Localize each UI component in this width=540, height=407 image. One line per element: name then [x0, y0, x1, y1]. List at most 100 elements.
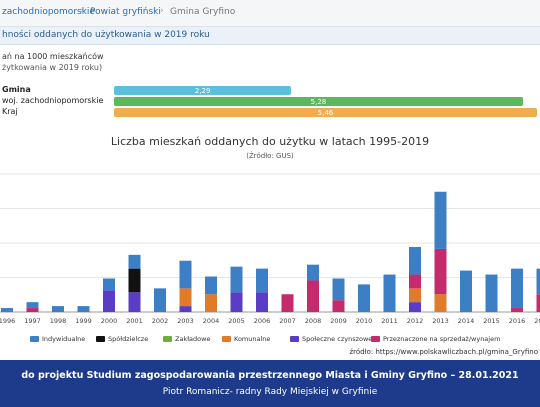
legend-label: Indywidualne: [42, 335, 86, 343]
bar-segment: [179, 288, 192, 307]
bar-segment: [230, 292, 243, 312]
bar-segment: [128, 254, 141, 269]
breadcrumb-separator-icon: ›: [160, 6, 164, 16]
legend-swatch-icon: [163, 336, 172, 342]
bar-segment: [332, 300, 345, 312]
bar-segment: [205, 276, 217, 295]
x-tick-label: 2006: [254, 317, 271, 325]
x-tick-label: 2012: [407, 317, 424, 325]
section-header: hności oddanych do użytkowania w 2019 ro…: [0, 27, 540, 45]
legend-item[interactable]: Zakładowe: [163, 335, 210, 343]
x-tick-label: 1997: [24, 317, 41, 325]
bar-segment: [179, 306, 192, 312]
bar-segment: [103, 278, 115, 291]
legend-item[interactable]: Indywidualne: [30, 335, 85, 343]
breadcrumb-separator-icon: ›: [80, 6, 84, 16]
comparison-bar: [114, 86, 292, 95]
comparison-value: 5,46: [317, 109, 334, 117]
bar-segment: [179, 260, 192, 289]
bar-segment: [536, 294, 540, 312]
x-tick-label: 2014: [458, 317, 475, 325]
bar-segment: [434, 191, 447, 249]
x-tick-label: 2015: [483, 317, 500, 325]
bar-segment: [332, 278, 345, 301]
bar-segment: [307, 280, 319, 312]
comparison-bar: [114, 97, 523, 106]
bar-segment: [256, 292, 268, 312]
legend-swatch-icon: [96, 336, 105, 342]
x-tick-label: 2002: [152, 317, 169, 325]
chart-title: Liczba mieszkań oddanych do użytku w lat…: [110, 135, 430, 148]
bar-segment: [281, 294, 294, 312]
bar-segment: [383, 274, 396, 312]
section-title: hności oddanych do użytkowania w 2019 ro…: [2, 30, 210, 40]
x-tick-label: 2001: [126, 317, 143, 325]
bar-segment: [409, 302, 421, 312]
x-tick-label: 2000: [101, 317, 118, 325]
legend-item[interactable]: Spółdzielcze: [96, 335, 148, 343]
source-note: źródło: https://www.polskawliczbach.pl/g…: [349, 348, 538, 356]
bar-segment: [154, 288, 166, 312]
footer-author: Piotr Romanicz- radny Rady Miejskiej w G…: [162, 387, 378, 397]
bar-segment: [460, 270, 472, 312]
bar-segment: [26, 302, 39, 309]
x-tick-label: 2005: [228, 317, 245, 325]
comparison-bar: [114, 108, 537, 117]
x-tick-label: 1998: [50, 317, 67, 325]
bar-segment: [434, 248, 447, 295]
bar-segment: [1, 308, 13, 312]
x-tick-label: 2013: [432, 317, 449, 325]
bar-segment: [511, 308, 523, 312]
footer-title: do projektu Studium zagospodarowania prz…: [21, 370, 519, 381]
x-tick-label: 2007: [279, 317, 296, 325]
legend-item[interactable]: Przeznaczone na sprzedaż/wynajem: [371, 335, 500, 343]
bar-segment: [128, 268, 141, 293]
bar-segment: [409, 274, 421, 289]
chart-subtitle: (Źródło: GUS): [246, 152, 294, 160]
legend-item[interactable]: Komunalne: [222, 335, 270, 343]
bar-segment: [77, 306, 90, 312]
x-tick-label: 1996: [0, 317, 15, 325]
bar-segment: [485, 274, 498, 312]
comparison-value: 2,29: [194, 87, 211, 95]
comparison-label: Kraj: [2, 107, 18, 116]
section-subtitle: ań na 1000 mieszkańców: [2, 52, 104, 61]
x-tick-label: 2003: [177, 317, 194, 325]
bar-segment: [536, 268, 540, 295]
legend-swatch-icon: [30, 336, 39, 342]
bar-segment: [256, 268, 268, 293]
bar-segment: [307, 264, 319, 281]
legend-item[interactable]: Społeczne czynszowe: [290, 335, 372, 343]
x-tick-label: 2009: [330, 317, 347, 325]
section-note: żytkowania w 2019 roku): [2, 63, 103, 72]
legend-label: Przeznaczone na sprzedaż/wynajem: [383, 335, 501, 343]
legend-label: Społeczne czynszowe: [302, 335, 373, 343]
bar-segment: [52, 306, 64, 312]
legend-swatch-icon: [222, 336, 231, 342]
presentation-footer: do projektu Studium zagospodarowania prz…: [0, 360, 540, 407]
breadcrumb-item-region[interactable]: zachodniopomorskie: [2, 7, 95, 17]
x-tick-label: 2016: [509, 317, 526, 325]
legend-swatch-icon: [371, 336, 380, 342]
breadcrumb-item-county[interactable]: Powiat gryfiński: [90, 7, 161, 17]
bar-chart: 1996 1997 1998 1999 2000 2001 2002 2003 2004 2005…: [0, 173, 540, 325]
bar-segment: [205, 294, 217, 312]
comparison-value: 5,28: [310, 98, 327, 106]
bar-segment: [511, 268, 523, 309]
x-tick-label: 2011: [381, 317, 398, 325]
bar-segment: [128, 292, 141, 312]
bar-segment: [409, 246, 421, 275]
x-tick-label: 2010: [356, 317, 373, 325]
comparison-label: woj. zachodniopomorskie: [2, 96, 104, 105]
bar-segment: [409, 288, 421, 303]
bar-segment: [26, 308, 39, 312]
x-tick-label: 1999: [75, 317, 92, 325]
breadcrumb-item-commune: Gmina Gryfino: [170, 7, 236, 17]
legend-label: Komunalne: [234, 335, 271, 343]
bar-segment: [434, 294, 447, 312]
x-tick-label: 2017: [534, 317, 540, 325]
x-tick-label: 2008: [305, 317, 322, 325]
comparison-label: Gmina: [2, 85, 31, 94]
legend-label: Spółdzielcze: [108, 335, 149, 343]
breadcrumb: zachodniopomorskie › Powiat gryfiński › …: [0, 0, 540, 27]
